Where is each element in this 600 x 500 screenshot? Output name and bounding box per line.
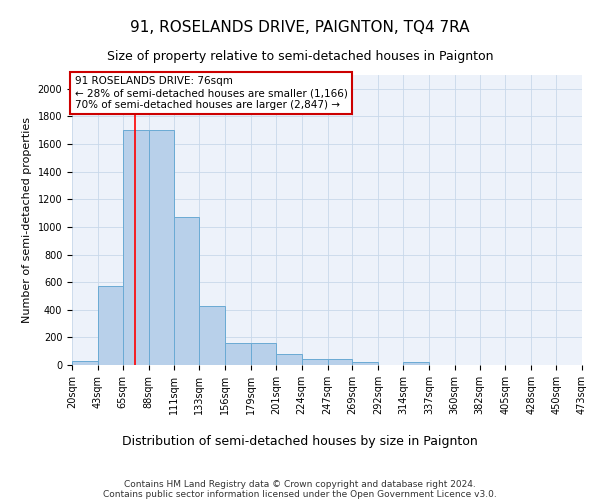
Bar	[225, 343, 251, 365]
Bar	[328, 360, 352, 365]
Bar	[98, 286, 122, 365]
Bar	[403, 362, 429, 365]
Bar	[72, 361, 98, 365]
Bar	[122, 130, 149, 365]
Bar	[175, 217, 199, 365]
Text: Size of property relative to semi-detached houses in Paignton: Size of property relative to semi-detach…	[107, 50, 493, 63]
Text: Distribution of semi-detached houses by size in Paignton: Distribution of semi-detached houses by …	[122, 435, 478, 448]
Bar	[276, 354, 302, 365]
Text: Contains HM Land Registry data © Crown copyright and database right 2024.
Contai: Contains HM Land Registry data © Crown c…	[103, 480, 497, 500]
Text: 91, ROSELANDS DRIVE, PAIGNTON, TQ4 7RA: 91, ROSELANDS DRIVE, PAIGNTON, TQ4 7RA	[130, 20, 470, 35]
Bar	[352, 362, 378, 365]
Y-axis label: Number of semi-detached properties: Number of semi-detached properties	[22, 117, 32, 323]
Text: 91 ROSELANDS DRIVE: 76sqm
← 28% of semi-detached houses are smaller (1,166)
70% : 91 ROSELANDS DRIVE: 76sqm ← 28% of semi-…	[74, 76, 347, 110]
Bar	[251, 343, 276, 365]
Bar	[199, 306, 225, 365]
Bar	[149, 130, 175, 365]
Bar	[302, 360, 328, 365]
